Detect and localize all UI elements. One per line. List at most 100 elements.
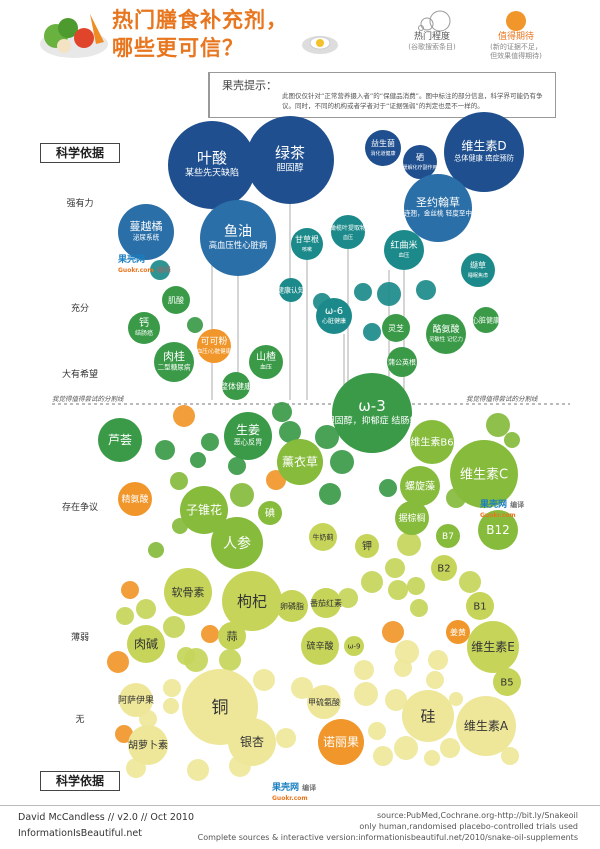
axis-bottom-box: 科学依据: [40, 771, 120, 791]
egg-plate-icon: [302, 36, 338, 54]
bubble-label: 缬草: [470, 260, 486, 270]
minor-bubble: [136, 599, 156, 619]
bubble-label: 薰衣草: [282, 454, 318, 469]
bubble-note: 血压: [399, 251, 410, 259]
bubble-circle: [355, 534, 379, 558]
minor-bubble: [330, 450, 354, 474]
size-legend-icon: [418, 10, 451, 32]
bubble-circle: [402, 690, 454, 742]
bubble-label: 银杏: [240, 735, 264, 749]
bubble-note: 又名贯叶连翘，金丝桃 轻度至中度抑郁症: [378, 209, 499, 218]
bubble-circle: [197, 329, 231, 363]
minor-bubble: [428, 650, 448, 670]
minor-bubble: [424, 750, 440, 766]
size-legend-label: 热门程度: [413, 32, 450, 42]
salad-logo-icon: [40, 14, 108, 58]
minor-bubble: [253, 669, 275, 691]
minor-bubble: [319, 483, 341, 505]
bubble-circle: [128, 725, 168, 765]
minor-bubble: [115, 725, 133, 743]
minor-bubble: [230, 483, 254, 507]
bubble: 银杏: [228, 718, 276, 766]
bubble-label: 碘: [265, 507, 275, 520]
minor-bubble: [272, 402, 292, 422]
bubble-note: 二型糖尿病: [158, 363, 191, 372]
watermark-tag: 编译: [302, 784, 317, 792]
minor-bubble: [363, 323, 381, 341]
bubble: 维生素B6: [410, 420, 454, 464]
bubble-circle: [400, 466, 440, 506]
watermark-tag: 编译: [156, 266, 171, 274]
bubble-circle: [431, 555, 457, 581]
minor-bubble: [373, 746, 393, 766]
bubble-circle: [365, 130, 401, 166]
bubble-circle: [168, 121, 256, 209]
minor-bubble: [121, 581, 139, 599]
bubble-label: 酪氨酸: [432, 323, 459, 335]
minor-bubble: [394, 736, 418, 760]
minor-bubble: [201, 625, 219, 643]
minor-bubble: [459, 571, 481, 593]
bubble: 卵磷脂: [276, 590, 308, 622]
bubble-label: 硒: [416, 153, 424, 162]
bubble-label: B5: [500, 678, 513, 689]
minor-bubble: [163, 679, 181, 697]
bubble-note: 结肠癌: [135, 329, 153, 337]
bubble-note: 血压: [343, 234, 353, 241]
bubble-label: 诺丽果: [323, 735, 359, 749]
bubble-note: 胆固醇: [276, 162, 303, 174]
footer-source: source:PubMed,Cochrane.org-http://bit.ly…: [376, 811, 578, 820]
bubble-circle: [467, 621, 519, 673]
minor-bubble: [187, 759, 209, 781]
bubble: B1: [466, 592, 494, 620]
watermark-url: Guokr.com: [480, 512, 516, 519]
minor-bubble: [116, 607, 134, 625]
bubble-circle: [331, 215, 365, 249]
bubble: B2: [431, 555, 457, 581]
bubble: 肉碱: [127, 625, 165, 663]
bubble-note: 心脏健康: [322, 317, 346, 325]
level-none: 无: [75, 715, 85, 725]
minor-bubble: [354, 660, 374, 680]
bubble: 灵芝: [382, 314, 410, 342]
bubble-label: 卵磷脂: [280, 601, 304, 611]
bubble-circle: [162, 286, 190, 314]
minor-bubble: [449, 692, 463, 706]
bubble-label: ω-9: [348, 642, 361, 650]
bubble-circle: [307, 685, 341, 719]
color-legend-label: 值得期待: [497, 32, 534, 42]
bubble-label: 鱼油: [224, 223, 252, 240]
bubble-circle: [128, 312, 160, 344]
bubble: 健康认知: [277, 278, 305, 302]
bubble: 蒜: [218, 622, 246, 650]
bubble-label: 硫辛酸: [306, 640, 333, 652]
bubble-label: 红曲米: [390, 239, 417, 251]
bubble-circle: [395, 501, 429, 535]
divider-label-right: 我觉得值得尝试的分割线: [466, 395, 538, 403]
minor-bubble: [354, 283, 372, 301]
bubble-label: ω-3: [358, 397, 386, 415]
minor-bubble: [397, 532, 421, 556]
minor-bubble: [228, 457, 246, 475]
minor-bubble: [504, 432, 520, 448]
bubble-label: 圣约翰草: [416, 195, 460, 209]
axis-top-box: 科学依据: [40, 143, 120, 163]
minor-bubble: [219, 649, 241, 671]
bubble-circle: [456, 696, 516, 756]
minor-bubble: [276, 728, 296, 748]
bubble-note: 某些先天缺陷: [185, 167, 239, 179]
bubble-circle: [426, 314, 466, 354]
bubble: 维生素C: [450, 440, 518, 508]
bubble-label: 番茄红素: [310, 598, 342, 608]
bubble: 螺旋藻: [400, 466, 440, 506]
bubble-label: 姜黄: [450, 627, 466, 637]
watermark-brand: 果壳网: [480, 500, 508, 510]
bubble-label: B12: [486, 523, 510, 537]
bubble: 蒲公英根: [387, 347, 417, 377]
